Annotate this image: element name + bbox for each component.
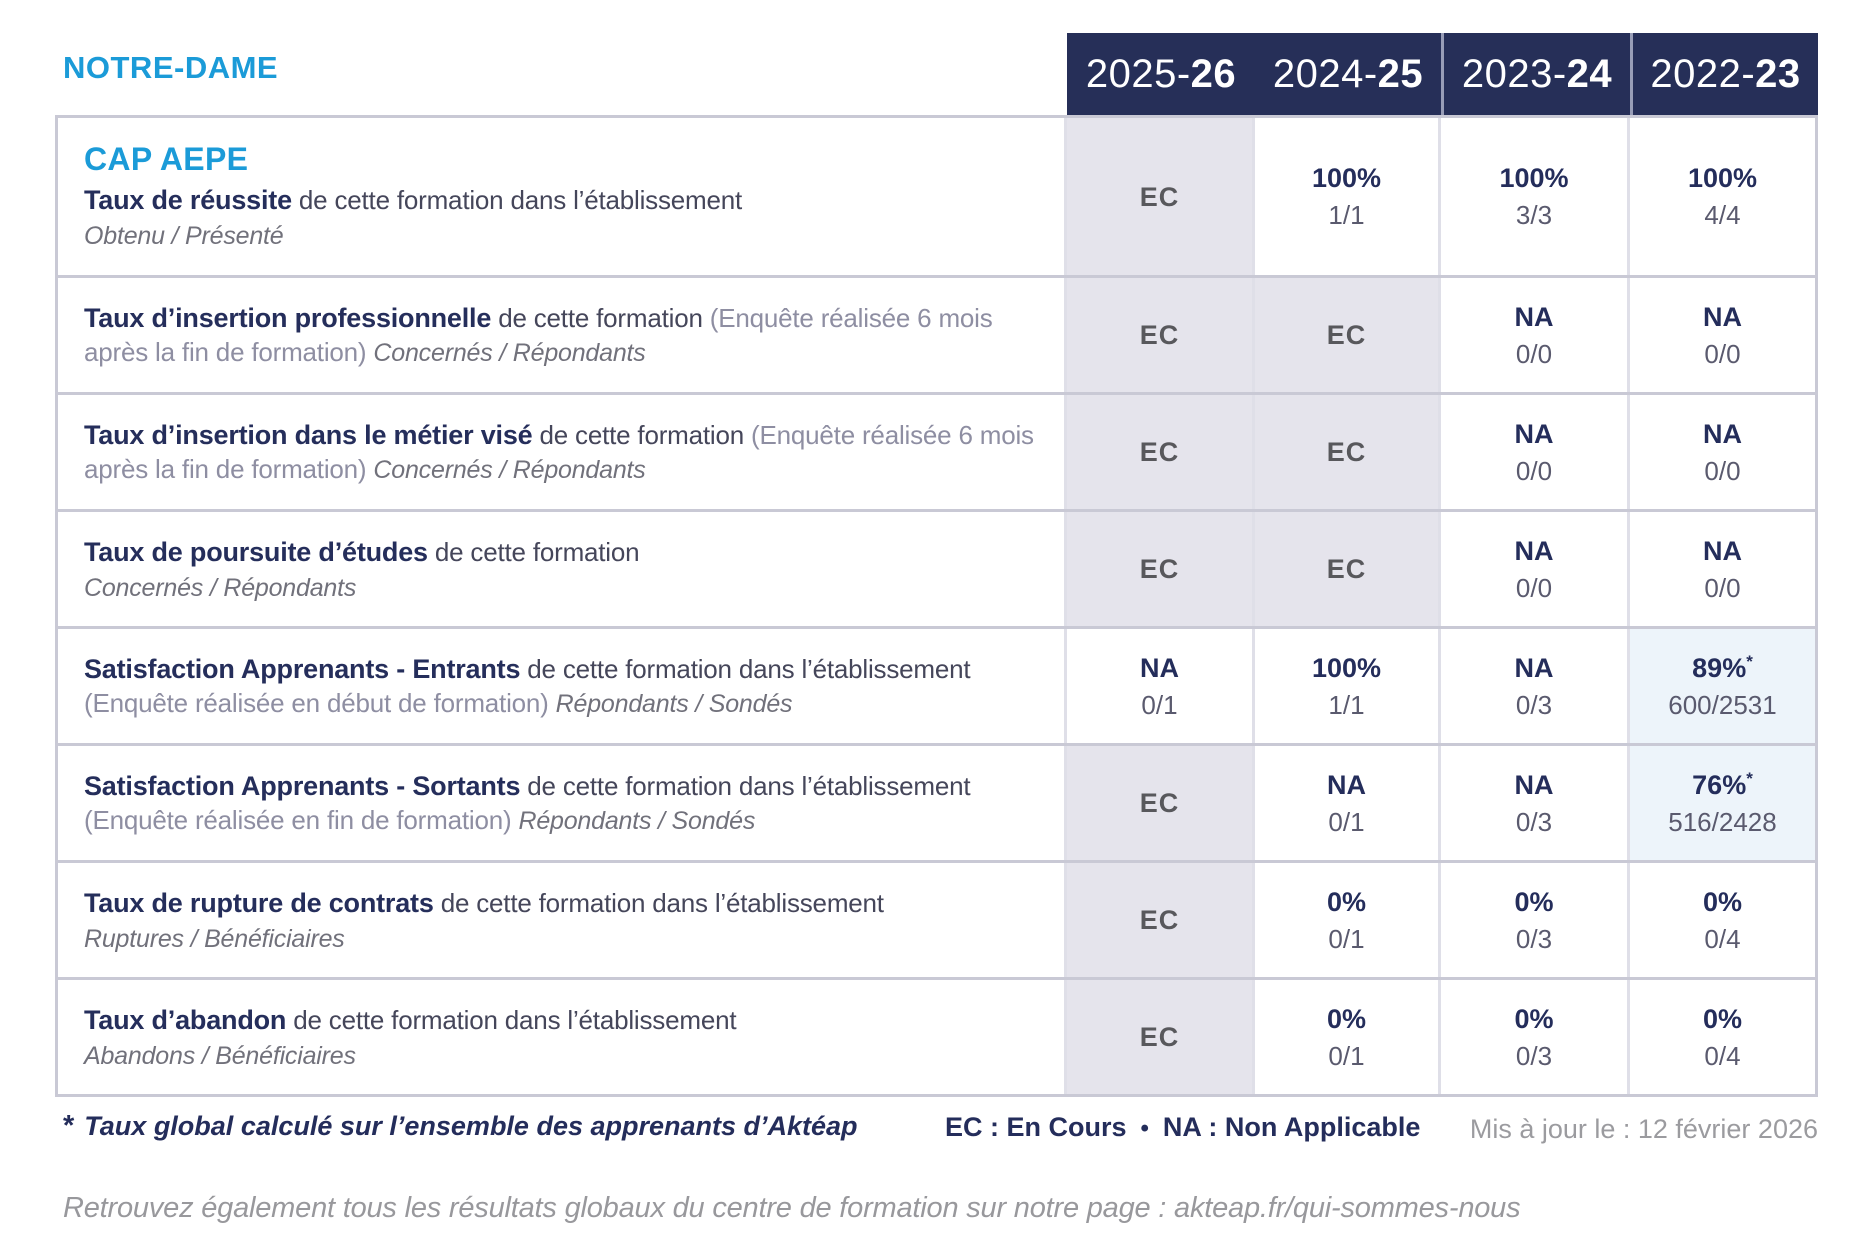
year-column-2025-26: 2025- 26	[1067, 33, 1255, 115]
school-name: NOTRE-DAME	[63, 50, 279, 85]
table-row-abandon: Taux d’abandon de cette formation dans l…	[58, 977, 1815, 1094]
row-label-text: Taux de poursuite d’études de cette form…	[84, 536, 640, 567]
cell-2024-25: 0% 0/1	[1252, 863, 1438, 977]
global-rate-asterisk: *	[1746, 651, 1753, 671]
row-label-text: Satisfaction Apprenants - Sortants de ce…	[84, 770, 971, 835]
table-row-taux-de-reussite: CAP AEPE Taux de réussite de cette forma…	[58, 118, 1815, 275]
year-column-2022-23: 2022- 23	[1630, 33, 1818, 115]
legend-na: NA : Non Applicable	[1162, 1112, 1421, 1142]
row-label: Taux de rupture de contrats de cette for…	[58, 863, 1064, 977]
row-label-text: Taux d’insertion professionnelle de cett…	[84, 302, 993, 367]
global-rate-asterisk: *	[1746, 768, 1753, 788]
table-row-insertion-metier-vise: Taux d’insertion dans le métier visé de …	[58, 392, 1815, 509]
cell-2024-25: EC	[1252, 512, 1438, 626]
cell-2022-23: NA 0/0	[1627, 278, 1815, 392]
table-body: CAP AEPE Taux de réussite de cette forma…	[55, 115, 1818, 1097]
table-row-rupture-contrats: Taux de rupture de contrats de cette for…	[58, 860, 1815, 977]
row-sublabel: Concernés / Répondants	[84, 573, 357, 602]
row-label: Satisfaction Apprenants - Sortants de ce…	[58, 746, 1064, 860]
cell-2024-25: 100% 1/1	[1252, 118, 1438, 275]
year-column-2023-24: 2023- 24	[1441, 33, 1630, 115]
table-row-satisfaction-sortants: Satisfaction Apprenants - Sortants de ce…	[58, 743, 1815, 860]
row-label: CAP AEPE Taux de réussite de cette forma…	[58, 118, 1064, 275]
row-sublabel: Obtenu / Présenté	[84, 222, 284, 250]
row-label-text: Taux d’insertion dans le métier visé de …	[84, 419, 1034, 484]
legend-ec: EC : En Cours	[945, 1112, 1127, 1142]
cell-2022-23: 76%* 516/2428	[1627, 746, 1815, 860]
row-sublabel: Abandons / Bénéficiaires	[84, 1041, 356, 1070]
cell-2025-26: EC	[1064, 746, 1252, 860]
row-label-text: Taux d’abandon de cette formation dans l…	[84, 1004, 737, 1035]
row-label-text: Taux de réussite de cette formation dans…	[84, 185, 743, 215]
cell-2023-24: 0% 0/3	[1438, 863, 1627, 977]
cell-2024-25: 0% 0/1	[1252, 980, 1438, 1094]
global-rate-footnote: * Taux global calculé sur l’ensemble des …	[63, 1110, 858, 1142]
table-row-poursuite-etudes: Taux de poursuite d’études de cette form…	[58, 509, 1815, 626]
cell-2023-24: 0% 0/3	[1438, 980, 1627, 1094]
cell-2022-23: 100% 4/4	[1627, 118, 1815, 275]
table-row-satisfaction-entrants: Satisfaction Apprenants - Entrants de ce…	[58, 626, 1815, 743]
year-column-2024-25: 2024- 25	[1255, 33, 1441, 115]
cell-2022-23: NA 0/0	[1627, 512, 1815, 626]
row-label: Satisfaction Apprenants - Entrants de ce…	[58, 629, 1064, 743]
cell-2022-23: 89%* 600/2531	[1627, 629, 1815, 743]
cell-2025-26: EC	[1064, 512, 1252, 626]
cell-2025-26: EC	[1064, 278, 1252, 392]
row-label: Taux d’insertion professionnelle de cett…	[58, 278, 1064, 392]
cell-2024-25: EC	[1252, 278, 1438, 392]
bullet-icon: •	[1140, 1115, 1149, 1142]
header-spacer	[55, 33, 1067, 115]
year-header-row: 2025- 26 2024- 25 2023- 24 2022- 23	[55, 33, 1818, 115]
program-title: CAP AEPE	[84, 141, 249, 177]
cell-2024-25: EC	[1252, 395, 1438, 509]
cell-2022-23: 0% 0/4	[1627, 863, 1815, 977]
row-label: Taux de poursuite d’études de cette form…	[58, 512, 1064, 626]
global-results-note: Retrouvez également tous les résultats g…	[63, 1192, 1521, 1224]
cell-2025-26: EC	[1064, 118, 1252, 275]
asterisk-icon: *	[63, 1110, 75, 1142]
website-url: akteap.fr/qui-sommes-nous	[1174, 1192, 1521, 1224]
abbreviation-legend: EC : En Cours • NA : Non Applicable	[945, 1112, 1420, 1143]
row-label: Taux d’abandon de cette formation dans l…	[58, 980, 1064, 1094]
cell-2023-24: NA 0/0	[1438, 278, 1627, 392]
last-updated-date: Mis à jour le : 12 février 2026	[1469, 1114, 1818, 1144]
cell-2023-24: NA 0/3	[1438, 629, 1627, 743]
cell-2023-24: NA 0/3	[1438, 746, 1627, 860]
results-table: 2025- 26 2024- 25 2023- 24 2022- 23 CAP AEPE…	[55, 33, 1818, 1097]
cell-2023-24: NA 0/0	[1438, 395, 1627, 509]
cell-2023-24: 100% 3/3	[1438, 118, 1627, 275]
row-sublabel: Ruptures / Bénéficiaires	[84, 924, 345, 953]
cell-2025-26: NA 0/1	[1064, 629, 1252, 743]
cell-2024-25: 100% 1/1	[1252, 629, 1438, 743]
cell-2023-24: NA 0/0	[1438, 512, 1627, 626]
row-label: Taux d’insertion dans le métier visé de …	[58, 395, 1064, 509]
cell-2024-25: NA 0/1	[1252, 746, 1438, 860]
row-label-text: Taux de rupture de contrats de cette for…	[84, 887, 884, 918]
table-row-insertion-professionnelle: Taux d’insertion professionnelle de cett…	[58, 275, 1815, 392]
row-label-text: Satisfaction Apprenants - Entrants de ce…	[84, 653, 971, 718]
cell-2022-23: NA 0/0	[1627, 395, 1815, 509]
cell-2025-26: EC	[1064, 863, 1252, 977]
cell-2025-26: EC	[1064, 395, 1252, 509]
cell-2022-23: 0% 0/4	[1627, 980, 1815, 1094]
cell-2025-26: EC	[1064, 980, 1252, 1094]
